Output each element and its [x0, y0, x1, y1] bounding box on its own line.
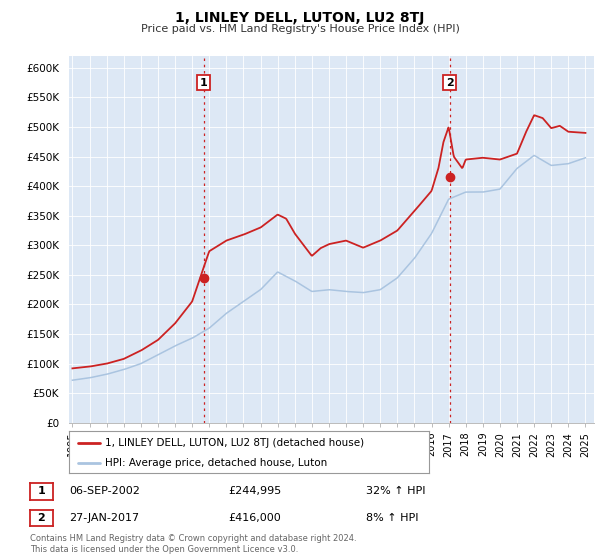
Text: 1: 1 — [200, 78, 208, 87]
Text: £416,000: £416,000 — [228, 513, 281, 523]
Text: 8% ↑ HPI: 8% ↑ HPI — [366, 513, 419, 523]
Text: 06-SEP-2002: 06-SEP-2002 — [69, 486, 140, 496]
Text: 32% ↑ HPI: 32% ↑ HPI — [366, 486, 425, 496]
Text: 2: 2 — [38, 513, 45, 523]
Text: 1, LINLEY DELL, LUTON, LU2 8TJ: 1, LINLEY DELL, LUTON, LU2 8TJ — [175, 11, 425, 25]
Text: 2: 2 — [446, 78, 454, 87]
Text: Contains HM Land Registry data © Crown copyright and database right 2024.
This d: Contains HM Land Registry data © Crown c… — [30, 534, 356, 554]
Text: HPI: Average price, detached house, Luton: HPI: Average price, detached house, Luto… — [105, 458, 327, 468]
Text: £244,995: £244,995 — [228, 486, 281, 496]
Text: 1, LINLEY DELL, LUTON, LU2 8TJ (detached house): 1, LINLEY DELL, LUTON, LU2 8TJ (detached… — [105, 438, 364, 448]
Text: 1: 1 — [38, 486, 45, 496]
Text: Price paid vs. HM Land Registry's House Price Index (HPI): Price paid vs. HM Land Registry's House … — [140, 24, 460, 34]
Text: 27-JAN-2017: 27-JAN-2017 — [69, 513, 139, 523]
